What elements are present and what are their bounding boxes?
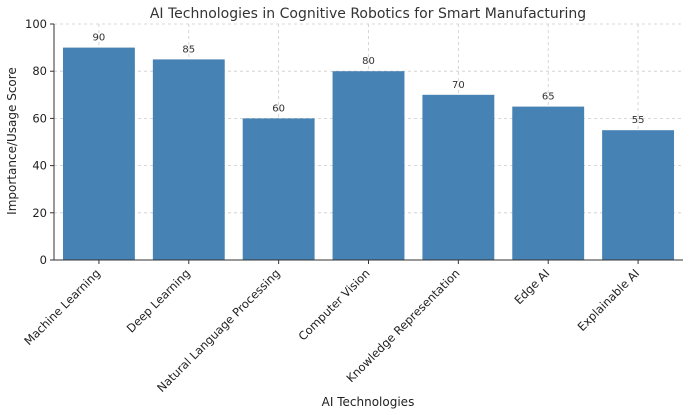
x-tick-label: Machine Learning (21, 266, 103, 348)
bars: 90 85 60 80 70 65 55 (62, 33, 675, 261)
y-tick-label: 80 (32, 64, 47, 78)
bar (602, 130, 675, 260)
bar (512, 106, 585, 260)
bar (422, 94, 495, 260)
x-tick-label: Computer Vision (295, 266, 372, 343)
data-label: 60 (272, 103, 285, 114)
bar (62, 47, 135, 260)
y-tick-label: 60 (32, 111, 47, 125)
data-label: 55 (632, 115, 645, 126)
data-label: 85 (182, 44, 195, 55)
y-tick-label: 100 (25, 17, 47, 31)
y-tick-label: 0 (40, 253, 47, 267)
bar (332, 71, 405, 260)
data-label: 90 (93, 33, 106, 44)
y-axis-label: Importance/Usage Score (5, 67, 19, 215)
chart-title: AI Technologies in Cognitive Robotics fo… (150, 6, 586, 22)
y-tick-label: 40 (32, 159, 47, 173)
x-tick-label: Explainable AI (575, 266, 643, 334)
data-label: 65 (542, 92, 555, 103)
bar (152, 59, 225, 261)
y-tick-label: 20 (32, 206, 47, 220)
bar (242, 118, 315, 261)
data-label: 80 (362, 56, 375, 67)
x-axis-label: AI Technologies (322, 395, 415, 409)
data-label: 70 (452, 80, 465, 91)
x-tick-label: Deep Learning (124, 266, 193, 335)
x-tick-label: Edge AI (511, 266, 552, 307)
